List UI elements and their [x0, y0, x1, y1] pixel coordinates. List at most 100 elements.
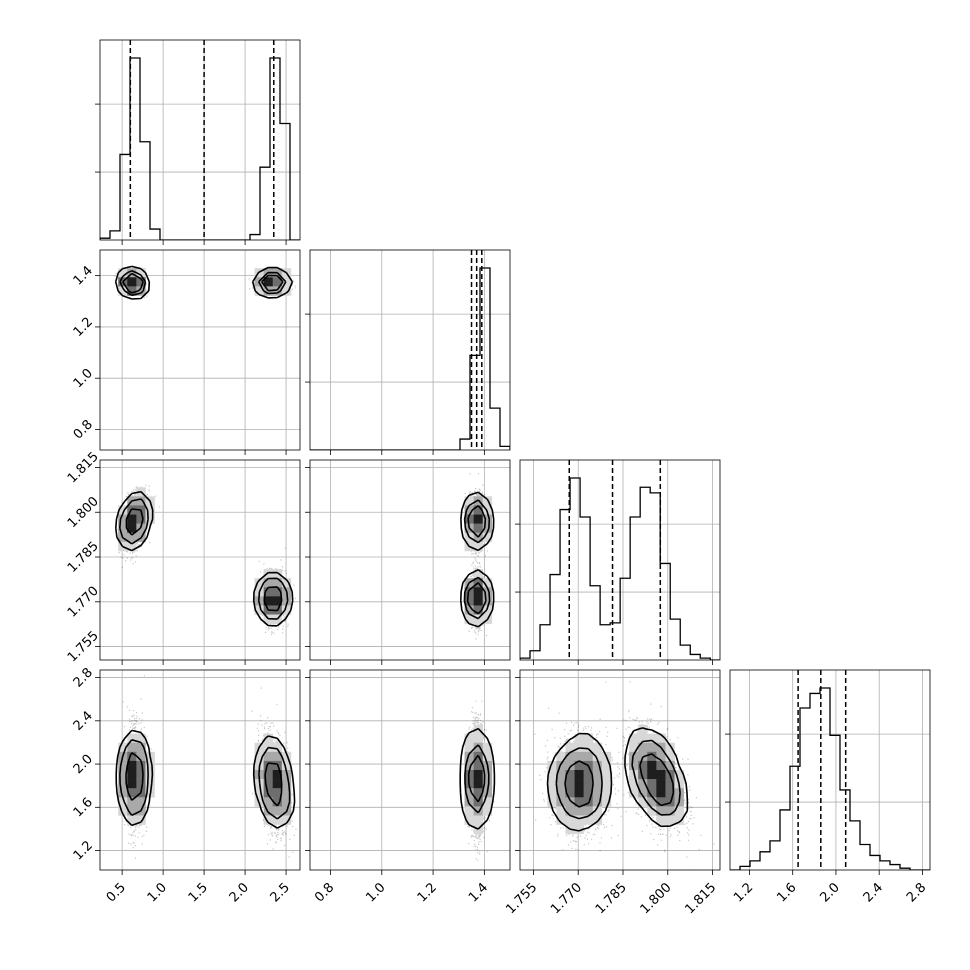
density-cell: [473, 733, 484, 744]
scatter-panel-1-3: [310, 670, 510, 870]
density-cell: [583, 788, 594, 798]
density-cell: [482, 742, 493, 753]
density-cell: [136, 760, 146, 771]
density-cell: [629, 742, 639, 753]
density-cell: [263, 760, 274, 771]
panel-frame-1-3: [309, 669, 511, 871]
density-cell: [263, 770, 274, 780]
density-cell: [464, 614, 474, 624]
y-tick-label: 0.8: [71, 417, 96, 442]
density-cell: [127, 806, 137, 816]
density-cell: [638, 770, 648, 780]
density-cell: [473, 587, 484, 597]
density-cell: [263, 569, 274, 579]
density-cell: [136, 268, 146, 278]
panel-grid-1-2: [310, 460, 510, 660]
density-cell: [482, 578, 493, 588]
density-cell: [583, 806, 594, 816]
density-cell: [656, 733, 666, 744]
density-cell: [118, 286, 128, 296]
density-cell: [464, 760, 474, 771]
density-cell: [272, 797, 283, 807]
hist-grid-3: [730, 670, 930, 870]
density-cell: [464, 596, 474, 606]
x-tick-label: 1.5: [186, 880, 211, 905]
density-cell: [674, 806, 684, 816]
density-cell: [547, 770, 557, 780]
contour-level-1: [119, 498, 289, 620]
density-cell: [118, 779, 128, 789]
x-tick-label: 1.0: [145, 880, 170, 905]
density-cell: [592, 788, 603, 798]
density-cell: [263, 277, 274, 287]
density-cell: [464, 605, 474, 615]
density-cell: [565, 788, 575, 798]
density-cell: [272, 587, 283, 597]
density-cell: [272, 277, 283, 287]
density-cell: [136, 815, 146, 825]
density-cell: [629, 760, 639, 771]
panel-frame-0-3: [99, 669, 301, 871]
density-cell: [473, 596, 484, 606]
x-tick-label: 1.4: [466, 880, 491, 905]
density-cell: [482, 797, 493, 807]
density-cell: [547, 779, 557, 789]
density-cell: [127, 751, 137, 762]
density-cell: [647, 751, 657, 762]
density-cell: [118, 514, 128, 524]
density-cell: [482, 496, 493, 506]
density-cell: [473, 779, 484, 789]
histogram-step-3: [730, 687, 930, 870]
density-cell: [547, 797, 557, 807]
density-cell: [647, 788, 657, 798]
density-cell: [473, 797, 484, 807]
density-cell: [647, 742, 657, 753]
density-cell: [647, 733, 657, 744]
scatter-points-1-2: [464, 473, 494, 640]
contour-level-0: [546, 727, 689, 832]
density-cell: [263, 751, 274, 762]
density-cell: [473, 523, 484, 534]
hist-panel-3: [730, 670, 930, 870]
histogram-step-2: [520, 477, 720, 660]
density-cell: [565, 770, 575, 780]
density-cell: [254, 605, 264, 615]
density-cell: [136, 514, 146, 524]
density-cell: [464, 815, 474, 825]
contour-level-0: [460, 491, 495, 628]
density-cell: [482, 806, 493, 816]
density-cell: [547, 788, 557, 798]
density-cell: [272, 596, 283, 606]
density-cell: [272, 779, 283, 789]
hist-frame-2: [519, 459, 721, 661]
contour-level-0: [114, 265, 294, 300]
density-cell: [629, 751, 639, 762]
panel-frame-2-3: [519, 669, 721, 871]
density-cell: [136, 496, 146, 506]
density-cell: [656, 751, 666, 762]
density-cell: [473, 815, 484, 825]
hist-panel-2: [520, 460, 720, 660]
density-cell: [583, 770, 594, 780]
x-tick-label: 1.800: [638, 880, 675, 917]
x-tick-label: 1.6: [774, 880, 799, 905]
hist-grid-2: [520, 460, 720, 660]
density-cell: [574, 806, 584, 816]
density-cell: [565, 797, 575, 807]
density-cell: [592, 742, 603, 753]
density-cell: [482, 532, 493, 543]
hist-grid-1: [310, 250, 510, 450]
density-cell: [574, 797, 584, 807]
density-cell: [565, 751, 575, 762]
density-cell: [127, 742, 137, 753]
density-cell: [665, 760, 675, 771]
density-cell: [127, 514, 137, 524]
contour-level-2: [125, 508, 283, 612]
density-cell: [583, 751, 594, 762]
histogram-step-1: [310, 267, 510, 450]
density-cell: [136, 286, 146, 296]
panel-frame-0-2: [99, 459, 301, 661]
density-cell: [674, 815, 684, 825]
density-cell: [656, 788, 666, 798]
